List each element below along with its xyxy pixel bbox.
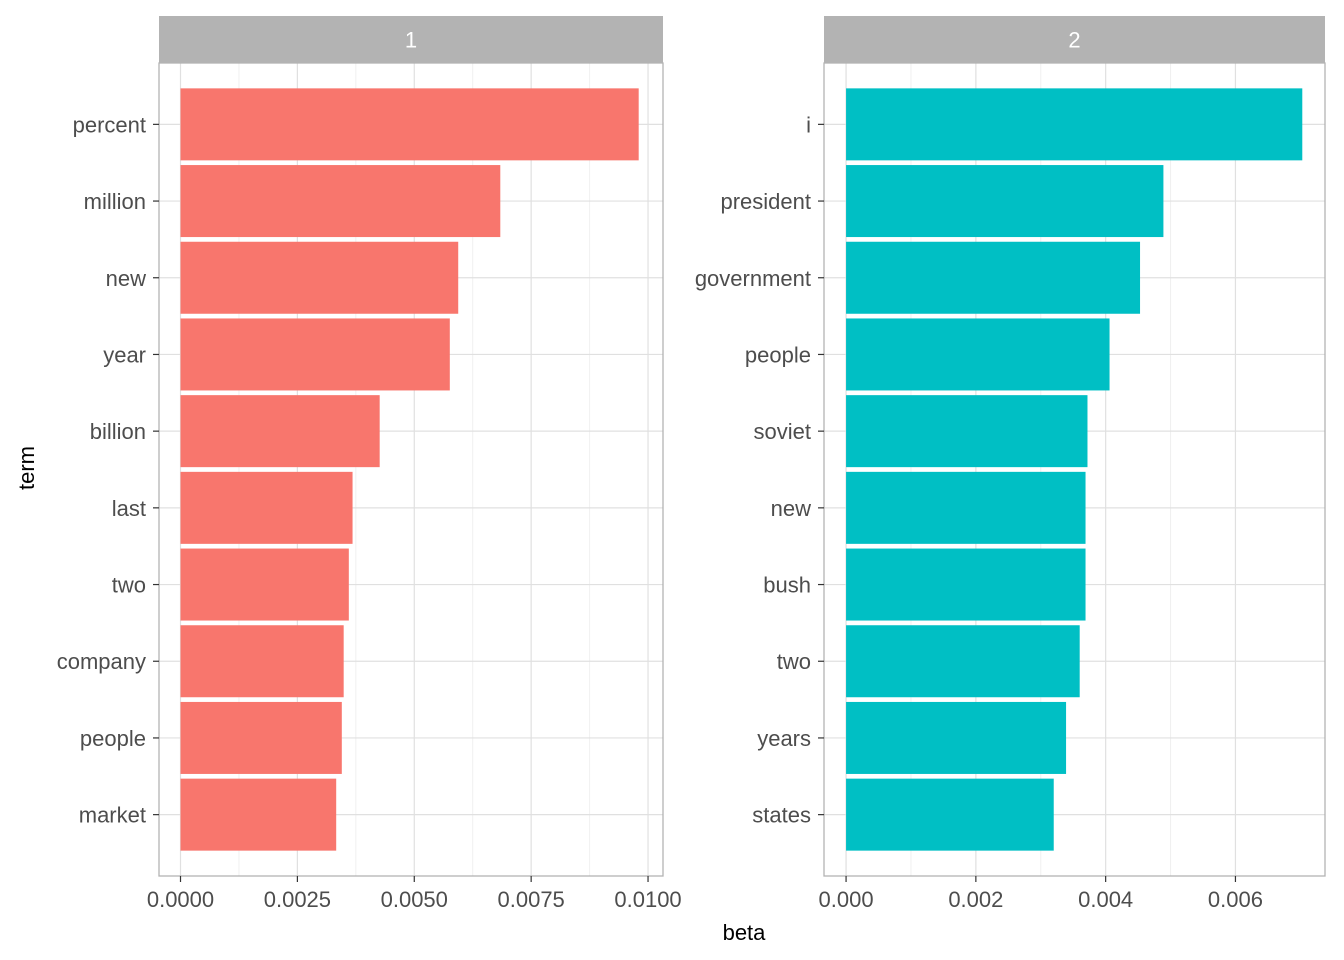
x-tick-label: 0.000 bbox=[819, 887, 874, 912]
bar bbox=[180, 88, 639, 161]
facet-panel-2: 2 i president government people soviet new bush… bbox=[695, 16, 1326, 912]
bar bbox=[180, 548, 349, 621]
bar bbox=[180, 471, 353, 544]
bar bbox=[180, 318, 450, 391]
x-tick-label: 0.0025 bbox=[264, 887, 331, 912]
y-tick-label: company bbox=[57, 649, 146, 674]
y-tick-label: market bbox=[79, 803, 146, 828]
y-tick-label: president bbox=[720, 189, 811, 214]
panel-border bbox=[158, 62, 664, 877]
y-tick-label: million bbox=[84, 189, 146, 214]
bar bbox=[846, 165, 1164, 238]
x-axis-title: beta bbox=[723, 920, 767, 945]
x-tick-label: 0.004 bbox=[1078, 887, 1133, 912]
bar bbox=[180, 165, 501, 238]
bar bbox=[846, 701, 1067, 774]
y-tick-label: percent bbox=[73, 112, 146, 137]
facets: 1 percent million new year billion last two comp… bbox=[57, 16, 1326, 912]
x-tick-label: 0.0050 bbox=[381, 887, 448, 912]
y-tick-label: soviet bbox=[754, 419, 811, 444]
facet-strip bbox=[824, 16, 1325, 63]
y-tick-label: i bbox=[806, 112, 811, 137]
y-tick-label: new bbox=[106, 266, 146, 291]
y-tick-label: years bbox=[757, 726, 811, 751]
y-tick-label: bush bbox=[763, 573, 811, 598]
x-tick-label: 0.006 bbox=[1208, 887, 1263, 912]
x-tick-label: 0.002 bbox=[948, 887, 1003, 912]
facet-strip bbox=[159, 16, 663, 63]
bar bbox=[180, 778, 337, 851]
x-tick-label: 0.0100 bbox=[614, 887, 681, 912]
bar bbox=[846, 395, 1088, 468]
y-tick-label: states bbox=[752, 803, 811, 828]
y-tick-label: new bbox=[771, 496, 811, 521]
y-tick-label: people bbox=[80, 726, 146, 751]
bar bbox=[846, 548, 1086, 621]
x-tick-label: 0.0075 bbox=[498, 887, 565, 912]
y-tick-label: people bbox=[745, 342, 811, 367]
x-tick-label: 0.0000 bbox=[147, 887, 214, 912]
bar bbox=[846, 471, 1086, 544]
facet-strip-label: 1 bbox=[405, 28, 417, 53]
y-tick-label: billion bbox=[90, 419, 146, 444]
y-tick-label: two bbox=[777, 649, 811, 674]
bar bbox=[180, 701, 342, 774]
bar bbox=[180, 625, 344, 698]
bar bbox=[180, 395, 380, 468]
y-tick-label: year bbox=[103, 342, 146, 367]
bar bbox=[846, 778, 1054, 851]
bar bbox=[846, 88, 1303, 161]
bar bbox=[846, 318, 1110, 391]
bar bbox=[846, 625, 1080, 698]
bar bbox=[180, 241, 459, 314]
facet-strip-label: 2 bbox=[1068, 28, 1080, 53]
y-tick-label: last bbox=[112, 496, 146, 521]
panel-border bbox=[823, 62, 1326, 877]
bar bbox=[846, 241, 1141, 314]
y-axis-title: term bbox=[14, 446, 39, 490]
facet-panel-1: 1 percent million new year billion last two comp… bbox=[57, 16, 682, 912]
y-tick-label: government bbox=[695, 266, 811, 291]
y-tick-label: two bbox=[112, 573, 146, 598]
